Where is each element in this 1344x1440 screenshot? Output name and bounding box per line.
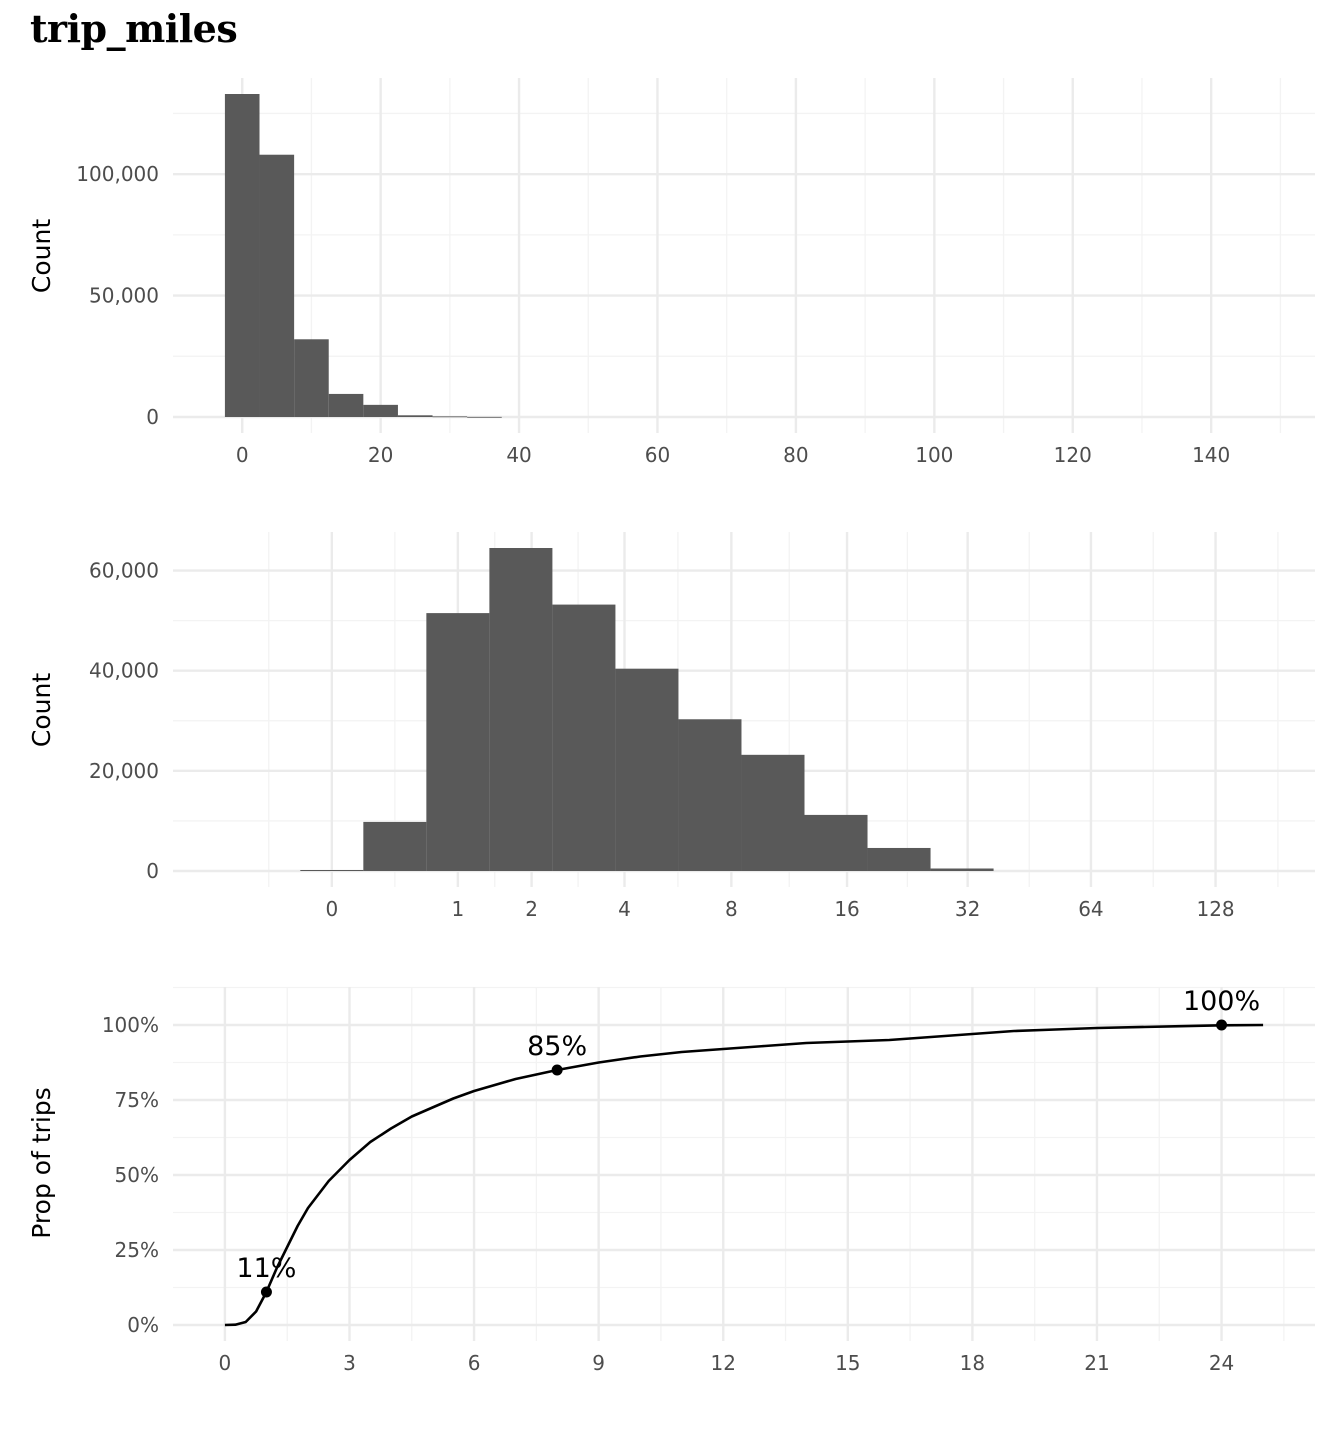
x-tick-label: 0 [325, 897, 338, 921]
x-tick-label: 24 [1209, 1351, 1234, 1375]
histogram-bar [328, 393, 364, 417]
x-tick-label: 128 [1196, 897, 1234, 921]
y-tick-label: 50% [115, 1163, 159, 1187]
x-tick-label: 140 [1192, 443, 1230, 467]
x-tick-label: 16 [834, 897, 859, 921]
ecdf-y-axis-title: Prop of trips [27, 1087, 56, 1238]
ecdf-point-label: 11% [236, 1253, 296, 1284]
histogram-bar [432, 416, 468, 418]
x-tick-label: 40 [506, 443, 531, 467]
histogram-linear-y-axis: 0 50,000 100,000 [76, 162, 159, 429]
y-tick-label: 60,000 [89, 559, 159, 583]
histogram-bar [467, 416, 502, 418]
ecdf-x-axis: 0 3 6 9 12 15 18 21 24 [219, 1351, 1235, 1375]
x-tick-label: 15 [835, 1351, 860, 1375]
x-tick-label: 0 [236, 443, 249, 467]
histogram-bar [867, 847, 931, 871]
x-tick-label: 1 [452, 897, 465, 921]
histogram-bar [930, 868, 994, 871]
x-tick-label: 2 [525, 897, 538, 921]
y-tick-label: 75% [115, 1088, 159, 1112]
ecdf-panel: 11% 85% 100% 0 3 6 9 12 15 18 21 24 0% 25% 50% 75% 100… [27, 986, 1315, 1375]
page-title: trip_miles [30, 6, 238, 51]
histogram-log-bars [300, 548, 994, 871]
histogram-linear-y-axis-title: Count [27, 219, 56, 293]
histogram-linear-grid [173, 78, 1315, 433]
x-tick-label: 4 [618, 897, 631, 921]
x-tick-label: 6 [468, 1351, 481, 1375]
x-tick-label: 120 [1054, 443, 1092, 467]
ecdf-y-axis: 0% 25% 50% 75% 100% [102, 1013, 159, 1337]
ecdf-point [551, 1064, 563, 1076]
histogram-bar [741, 754, 805, 871]
y-tick-label: 0 [146, 405, 159, 429]
y-tick-label: 40,000 [89, 659, 159, 683]
x-tick-label: 12 [711, 1351, 736, 1375]
y-tick-label: 0% [127, 1313, 159, 1337]
histogram-bar [615, 668, 679, 871]
histogram-bar [552, 604, 616, 871]
x-tick-label: 0 [219, 1351, 232, 1375]
histogram-bar [224, 94, 260, 417]
histogram-log-panel: 0 1 2 4 8 16 32 64 128 0 20,000 40,000 60,000 Count [27, 532, 1315, 921]
x-tick-label: 8 [725, 897, 738, 921]
histogram-bar [363, 821, 427, 871]
histogram-bar [259, 154, 295, 417]
x-tick-label: 64 [1078, 897, 1103, 921]
x-tick-label: 9 [592, 1351, 605, 1375]
y-tick-label: 0 [146, 859, 159, 883]
x-tick-label: 18 [960, 1351, 985, 1375]
histogram-bar [363, 404, 398, 417]
x-tick-label: 80 [783, 443, 808, 467]
histogram-bar [489, 548, 553, 871]
histogram-bar [804, 814, 868, 871]
ecdf-point [1216, 1019, 1228, 1031]
ecdf-point-label: 100% [1183, 986, 1260, 1017]
x-tick-label: 3 [343, 1351, 356, 1375]
histogram-log-x-axis: 0 1 2 4 8 16 32 64 128 [325, 897, 1234, 921]
histogram-log-y-axis-title: Count [27, 673, 56, 747]
ecdf-line [224, 1023, 1264, 1327]
histogram-bar [397, 415, 433, 417]
y-tick-label: 20,000 [89, 759, 159, 783]
histogram-linear-bars [224, 94, 502, 418]
ecdf-grid [173, 986, 1315, 1341]
ecdf-point-label: 85% [527, 1031, 587, 1062]
y-tick-label: 100,000 [76, 162, 159, 186]
histogram-bar [294, 339, 329, 417]
ecdf-point [260, 1286, 272, 1298]
y-tick-label: 50,000 [89, 284, 159, 308]
x-tick-label: 60 [645, 443, 670, 467]
histogram-bar [426, 613, 490, 871]
histogram-log-y-axis: 0 20,000 40,000 60,000 [89, 559, 159, 883]
x-tick-label: 20 [368, 443, 393, 467]
x-tick-label: 100 [915, 443, 953, 467]
x-tick-label: 21 [1084, 1351, 1109, 1375]
y-tick-label: 100% [102, 1013, 159, 1037]
ecdf-curve-and-points: 11% 85% 100% [224, 986, 1264, 1327]
histogram-bar [678, 719, 742, 871]
histogram-linear-panel: 0 20 40 60 80 100 120 140 0 50,000 100,000 Count [27, 78, 1315, 467]
x-tick-label: 32 [955, 897, 980, 921]
histogram-bar [300, 869, 364, 871]
y-tick-label: 25% [115, 1238, 159, 1262]
histogram-linear-x-axis: 0 20 40 60 80 100 120 140 [236, 443, 1230, 467]
